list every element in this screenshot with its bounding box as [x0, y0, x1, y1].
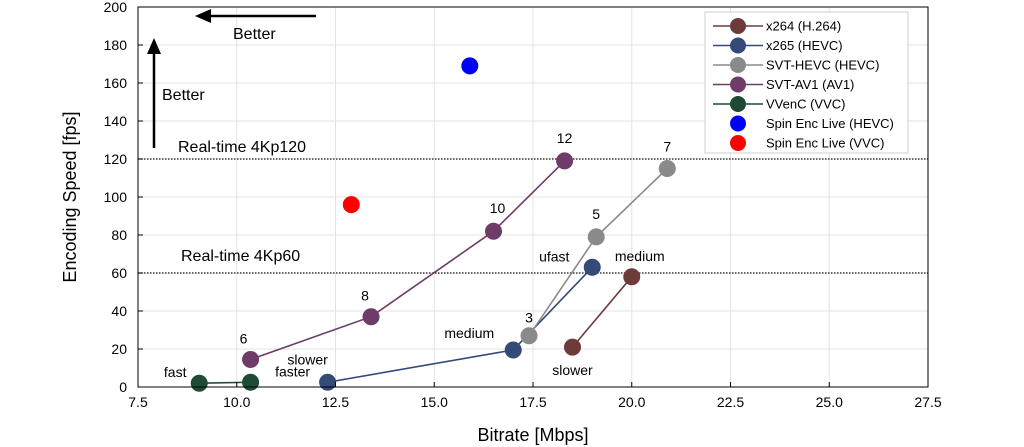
series-line	[199, 381, 251, 384]
data-point	[461, 57, 479, 75]
point-label: 6	[240, 330, 248, 346]
point-label: slower	[552, 362, 593, 378]
legend-label: Spin Enc Live (VVC)	[766, 136, 885, 151]
data-point	[485, 222, 502, 240]
series-1: slower medium	[552, 248, 664, 378]
y-tick-label: 20	[111, 341, 127, 357]
y-tick-label: 0	[119, 379, 127, 395]
series-4: 6 8 10 12	[240, 130, 574, 368]
y-tick-label: 160	[104, 75, 128, 91]
data-point	[362, 308, 380, 326]
y-tick-label: 100	[104, 189, 128, 205]
data-point	[242, 373, 260, 391]
data-point	[319, 373, 337, 391]
data-point	[504, 341, 522, 359]
y-axis-title: Encoding Speed [fps]	[60, 111, 80, 282]
point-label: slower	[287, 351, 328, 367]
legend-marker	[730, 76, 746, 93]
tick-labels: 7.5 10.0 12.5 15.0 17.5 20.0 22.5 25.0 27.5 0 20 40…	[104, 0, 942, 410]
better-x-annotation: Better	[195, 9, 316, 43]
data-point	[658, 160, 676, 177]
x-tick-label: 22.5	[717, 394, 744, 410]
point-label: fast	[164, 364, 187, 380]
x-tick-label: 10.0	[223, 394, 250, 410]
y-tick-label: 40	[111, 303, 127, 319]
x-tick-label: 17.5	[519, 394, 546, 410]
legend-marker	[730, 18, 746, 34]
point-label: 5	[592, 206, 600, 222]
x-axis-title: Bitrate [Mbps]	[477, 425, 588, 445]
data-point	[242, 350, 260, 368]
series-layer: slower medium slower medium ufast 3 5 7 6 8 10 12 fa…	[164, 57, 676, 392]
series-7	[342, 196, 360, 214]
point-label: medium	[444, 325, 494, 341]
legend-label: x265 (HEVC)	[766, 38, 843, 53]
legend-marker	[730, 135, 746, 151]
x-tick-label: 20.0	[618, 394, 645, 410]
point-label: 8	[361, 288, 369, 304]
series-6	[461, 57, 479, 75]
legend-marker	[730, 57, 746, 73]
reference-line-label: Real-time 4Kp60	[181, 248, 300, 265]
point-label: 12	[557, 130, 573, 146]
y-tick-label: 80	[111, 227, 127, 243]
series-3: 3 5 7	[520, 139, 676, 345]
legend-label: x264 (H.264)	[766, 19, 841, 34]
series-line	[250, 160, 566, 361]
legend-label: SVT-HEVC (HEVC)	[766, 58, 879, 73]
legend-marker	[730, 115, 746, 132]
series-line	[571, 276, 633, 348]
y-tick-label: 60	[111, 265, 127, 281]
point-label: 10	[490, 200, 506, 216]
data-point	[564, 338, 581, 356]
legend-label: VVenC (VVC)	[766, 97, 845, 112]
x-tick-label: 27.5	[914, 394, 941, 410]
y-tick-label: 120	[104, 151, 128, 167]
series-2: slower medium ufast	[287, 248, 601, 391]
point-label: 3	[525, 310, 533, 326]
legend-marker	[730, 96, 746, 112]
point-label: 7	[663, 139, 671, 155]
x-tick-label: 25.0	[816, 394, 843, 410]
point-label: faster	[275, 363, 310, 379]
better-x-arrowhead	[195, 9, 211, 23]
better-y-arrowhead	[147, 38, 161, 54]
data-point	[190, 374, 208, 392]
legend: x264 (H.264) x265 (HEVC) SVT-HEVC (HEVC) SV…	[704, 11, 909, 154]
y-tick-label: 180	[104, 37, 128, 53]
data-point	[556, 152, 574, 170]
legend-label: Spin Enc Live (HEVC)	[766, 116, 894, 131]
data-point	[583, 258, 601, 276]
reference-line-label: Real-time 4Kp120	[178, 139, 306, 156]
y-tick-label: 140	[104, 113, 128, 129]
legend-marker	[730, 37, 746, 54]
x-tick-label: 15.0	[421, 394, 448, 410]
point-label: ufast	[539, 248, 569, 264]
x-tick-label: 7.5	[128, 394, 148, 410]
data-point	[587, 228, 605, 246]
better-x-label: Better	[233, 26, 276, 43]
reference-lines: Real-time 4Kp120 Real-time 4Kp60	[138, 139, 928, 274]
y-tick-label: 200	[104, 0, 128, 15]
data-point	[342, 196, 360, 214]
x-tick-label: 12.5	[322, 394, 349, 410]
point-label: medium	[615, 248, 665, 264]
better-y-annotation: Better	[147, 38, 205, 148]
legend-label: SVT-AV1 (AV1)	[766, 77, 854, 92]
better-y-label: Better	[162, 87, 205, 104]
data-point	[623, 268, 641, 286]
data-point	[520, 327, 538, 345]
